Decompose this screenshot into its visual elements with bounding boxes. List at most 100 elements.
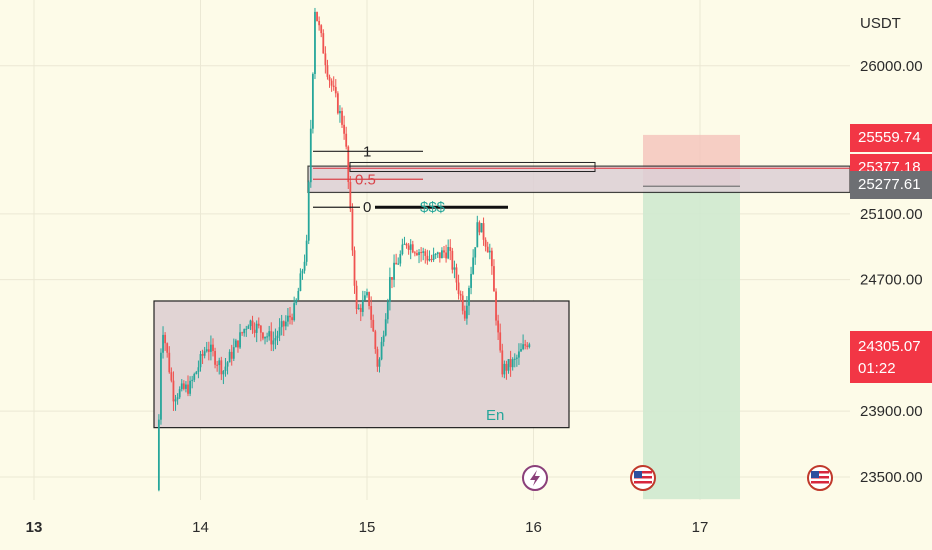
candle-body xyxy=(278,327,281,336)
candle-body xyxy=(341,110,343,125)
candle-body xyxy=(297,290,300,300)
candle-body xyxy=(199,354,202,368)
candle-body xyxy=(272,340,275,345)
fib-level-0-label: 0 xyxy=(363,199,371,216)
candle-body xyxy=(432,254,435,260)
candle-body xyxy=(193,373,196,380)
candle-body xyxy=(515,357,518,359)
us-flag-event-icon[interactable] xyxy=(807,465,833,491)
candle-body xyxy=(364,295,366,300)
candle-body xyxy=(303,261,306,271)
candle-body xyxy=(180,383,183,390)
candle-body xyxy=(212,344,214,351)
candle-body xyxy=(241,332,244,334)
candle-body xyxy=(187,384,189,394)
candle-body xyxy=(276,335,279,339)
candle-body xyxy=(511,359,514,368)
candle-body xyxy=(357,307,360,309)
candles xyxy=(157,7,531,492)
candle-body xyxy=(207,349,210,352)
candle-body xyxy=(505,363,508,371)
candle-body xyxy=(411,244,414,253)
candle-body xyxy=(203,351,206,356)
candle-body xyxy=(351,208,354,251)
candle-body xyxy=(343,124,346,134)
candle-body xyxy=(334,86,337,94)
candle-body xyxy=(480,223,483,233)
supply-inner-box[interactable] xyxy=(349,161,596,173)
candle-body xyxy=(426,255,429,261)
candle-body xyxy=(289,315,291,318)
candle-body xyxy=(447,247,450,259)
candle-countdown: 01:22 xyxy=(858,359,896,377)
candle-body xyxy=(339,110,341,114)
candle-body xyxy=(355,285,358,309)
candle-body xyxy=(436,252,439,255)
candle-body xyxy=(428,258,431,261)
candle-body xyxy=(216,364,219,366)
candle-body xyxy=(497,320,500,333)
candle-body xyxy=(282,321,285,327)
candle-body xyxy=(247,326,250,329)
short-target-zone[interactable] xyxy=(643,186,740,500)
candle-body xyxy=(478,222,481,233)
candle-body xyxy=(374,331,377,350)
candle-body xyxy=(299,273,302,291)
candle-body xyxy=(176,397,179,400)
candle-body xyxy=(185,384,187,389)
candle-body xyxy=(472,257,475,274)
candle-body xyxy=(434,254,437,256)
candle-body xyxy=(268,331,271,337)
candle-body xyxy=(311,73,314,129)
candle-body xyxy=(166,343,169,353)
candle-body xyxy=(328,76,331,81)
last-price-tag: 24305.07 01:22 xyxy=(850,330,932,383)
price-tick-label: 23500.00 xyxy=(860,469,923,486)
demand-zone[interactable] xyxy=(153,300,570,429)
price-tick-label: 25100.00 xyxy=(860,206,923,223)
candle-body xyxy=(466,305,468,319)
candle-body xyxy=(397,263,400,265)
candle-body xyxy=(474,247,477,258)
candle-body xyxy=(513,358,516,360)
candle-body xyxy=(361,299,364,312)
candle-body xyxy=(191,379,194,381)
candle-body xyxy=(293,303,296,321)
price-tick-label: 24700.00 xyxy=(860,272,923,289)
candle-body xyxy=(178,389,181,398)
candle-body xyxy=(301,270,304,274)
candle-body xyxy=(336,93,339,114)
candle-body xyxy=(463,310,466,319)
entry-price-tag: 25277.61 xyxy=(850,170,932,199)
candle-body xyxy=(245,328,248,330)
date-tick-label: 13 xyxy=(26,519,43,536)
candle-body xyxy=(486,246,489,253)
candle-body xyxy=(393,262,395,280)
candle-body xyxy=(243,329,246,334)
time-axis[interactable]: 13 14 15 16 17 xyxy=(26,519,709,536)
candle-body xyxy=(376,349,379,367)
candle-body xyxy=(413,252,416,254)
candle-body xyxy=(189,380,191,394)
candle-body xyxy=(228,351,231,363)
candle-body xyxy=(378,359,381,367)
price-axis[interactable]: 26000.00 25100.00 24700.00 23900.00 23500.00 xyxy=(860,58,923,486)
candle-body xyxy=(359,307,362,312)
lightning-event-icon[interactable] xyxy=(522,465,548,491)
candle-body xyxy=(459,293,462,296)
candle-body xyxy=(370,306,373,320)
candle-body xyxy=(326,65,329,77)
candle-body xyxy=(214,350,216,365)
liquidity-label: $$$ xyxy=(420,199,446,216)
candle-body xyxy=(395,262,398,265)
candle-body xyxy=(322,33,325,54)
candle-body xyxy=(257,323,260,326)
candle-body xyxy=(218,360,221,366)
candle-body xyxy=(224,366,227,371)
candle-body xyxy=(262,332,264,339)
candle-body xyxy=(457,282,460,294)
candle-body xyxy=(230,351,233,359)
us-flag-event-icon[interactable] xyxy=(630,465,656,491)
